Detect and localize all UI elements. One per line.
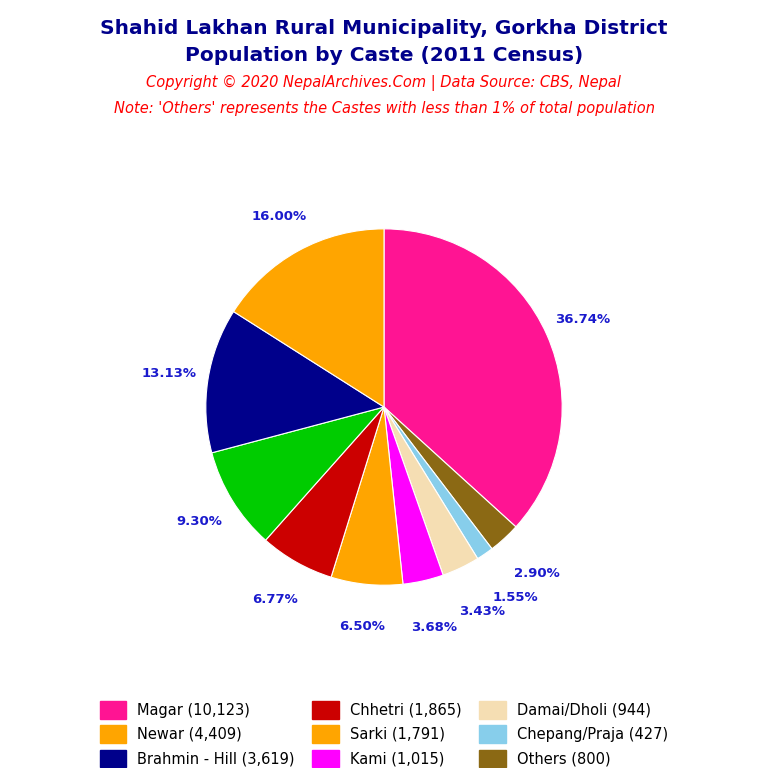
Wedge shape	[384, 407, 443, 584]
Text: 3.68%: 3.68%	[411, 621, 457, 634]
Text: 6.77%: 6.77%	[253, 593, 298, 606]
Text: 9.30%: 9.30%	[176, 515, 222, 528]
Wedge shape	[206, 312, 384, 453]
Text: 2.90%: 2.90%	[514, 568, 560, 581]
Wedge shape	[212, 407, 384, 540]
Text: 36.74%: 36.74%	[555, 313, 611, 326]
Wedge shape	[233, 229, 384, 407]
Wedge shape	[266, 407, 384, 578]
Text: Shahid Lakhan Rural Municipality, Gorkha District: Shahid Lakhan Rural Municipality, Gorkha…	[101, 19, 667, 38]
Wedge shape	[384, 407, 516, 549]
Text: 6.50%: 6.50%	[339, 621, 386, 634]
Wedge shape	[331, 407, 403, 585]
Text: 16.00%: 16.00%	[252, 210, 307, 223]
Wedge shape	[384, 407, 492, 558]
Legend: Magar (10,123), Newar (4,409), Brahmin - Hill (3,619), Gurung (2,562), Chhetri (: Magar (10,123), Newar (4,409), Brahmin -…	[100, 701, 668, 768]
Wedge shape	[384, 229, 562, 527]
Text: 3.43%: 3.43%	[458, 604, 505, 617]
Text: Population by Caste (2011 Census): Population by Caste (2011 Census)	[185, 46, 583, 65]
Text: 1.55%: 1.55%	[492, 591, 538, 604]
Wedge shape	[384, 407, 478, 575]
Text: 13.13%: 13.13%	[141, 367, 197, 380]
Text: Copyright © 2020 NepalArchives.Com | Data Source: CBS, Nepal: Copyright © 2020 NepalArchives.Com | Dat…	[147, 74, 621, 91]
Text: Note: 'Others' represents the Castes with less than 1% of total population: Note: 'Others' represents the Castes wit…	[114, 101, 654, 117]
